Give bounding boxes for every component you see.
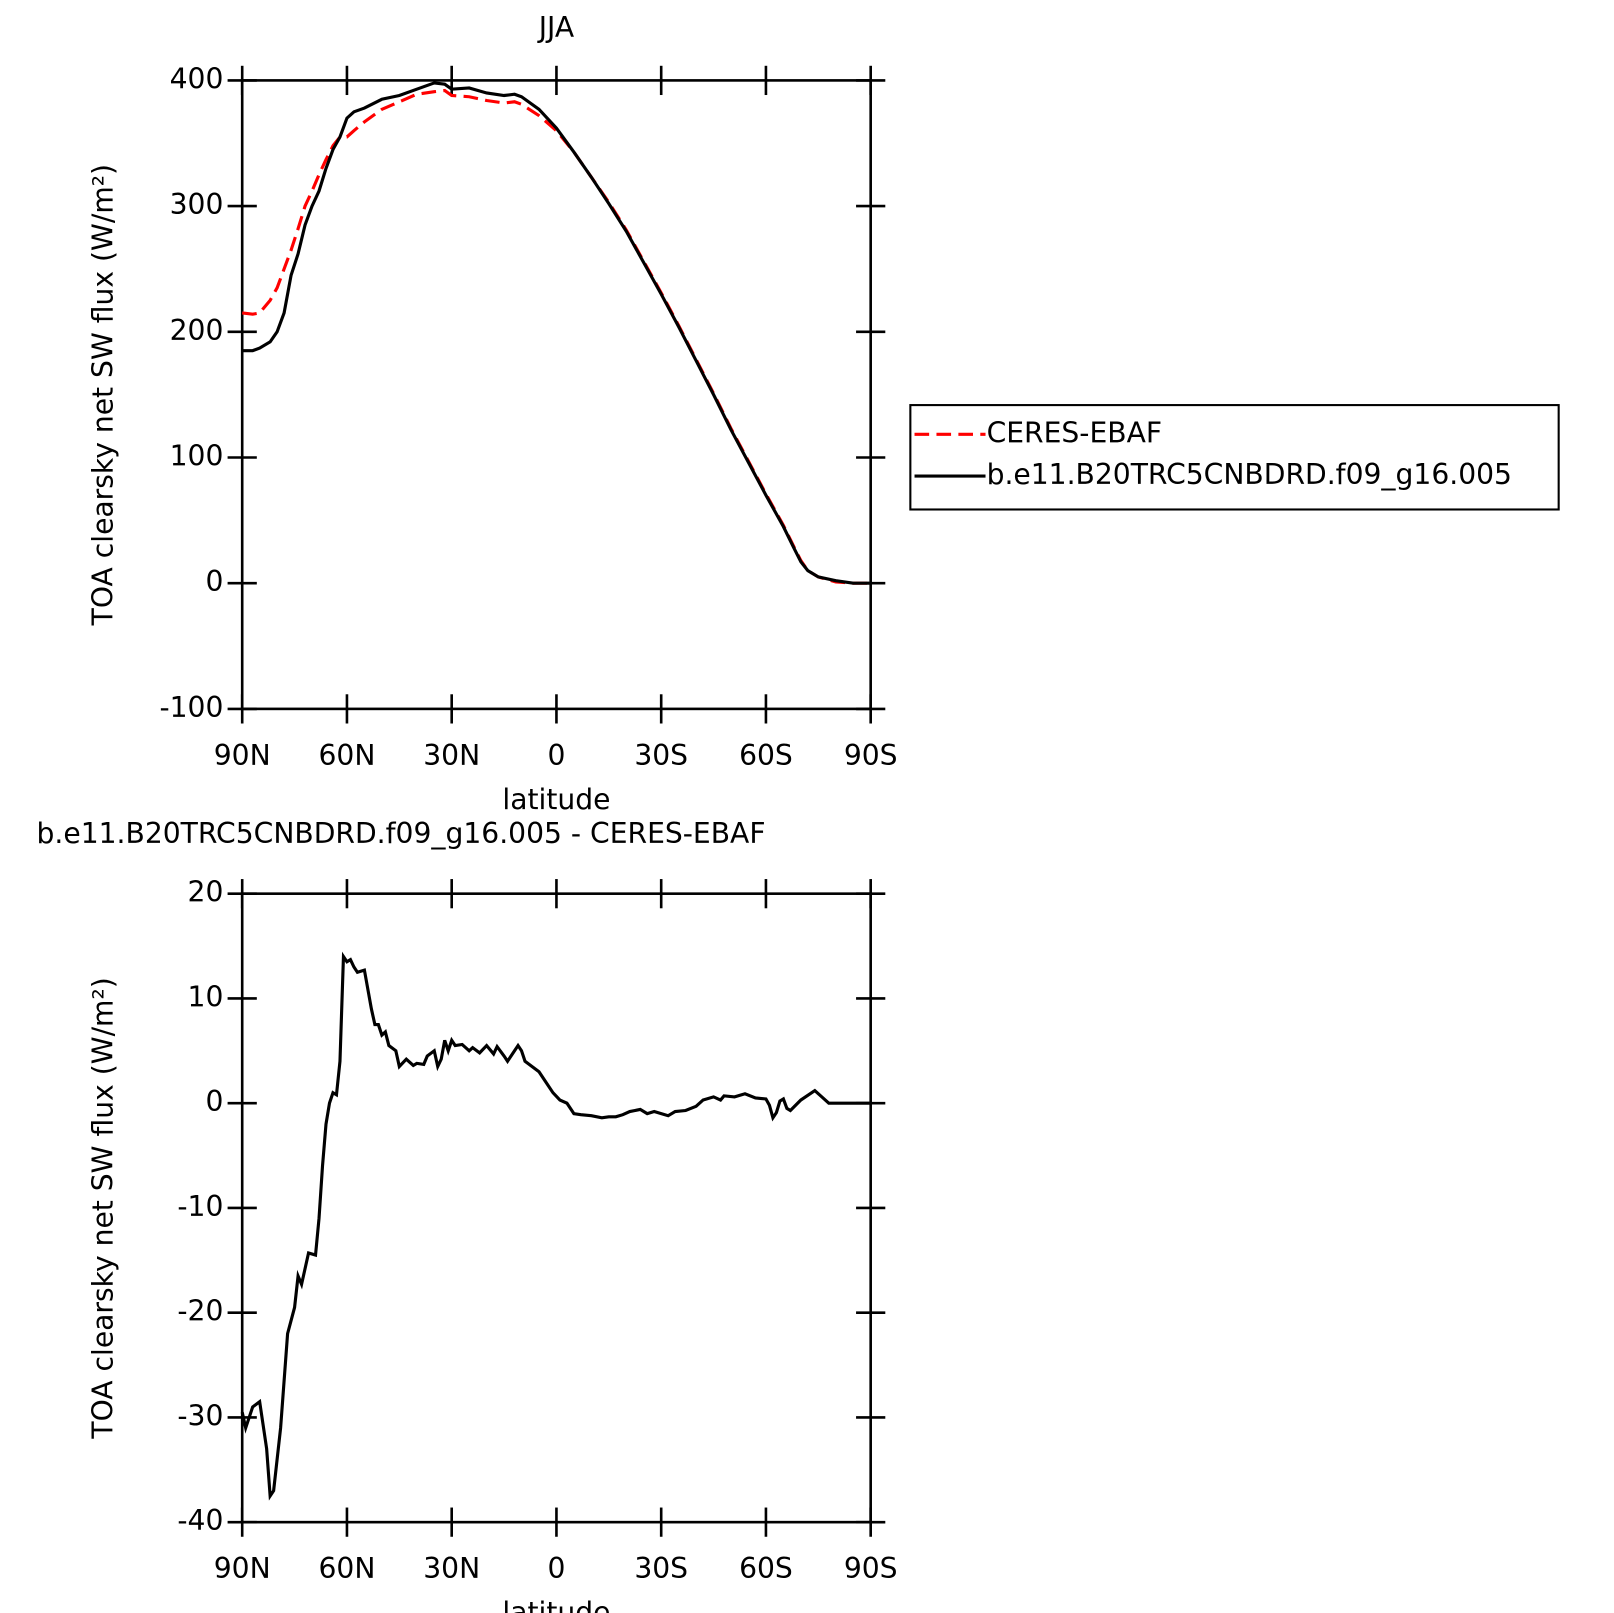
x-tick-label: 30S	[634, 739, 688, 772]
x-tick-label: 30N	[423, 739, 480, 772]
x-tick-label: 60S	[739, 1552, 793, 1585]
legend-label: CERES-EBAF	[987, 416, 1163, 449]
x-tick-label: 90S	[844, 1552, 898, 1585]
legend-box	[909, 404, 1560, 511]
y-tick-label: 200	[170, 314, 224, 347]
y-tick-label: -100	[159, 691, 223, 724]
y-tick-label: 0	[205, 1085, 223, 1118]
x-tick-label: 60N	[318, 739, 375, 772]
y-tick-label: -10	[177, 1190, 223, 1223]
y-tick-label: -30	[177, 1399, 223, 1432]
x-tick-label: 60S	[739, 739, 793, 772]
x-tick-label: 30N	[423, 1552, 480, 1585]
y-tick-label: -40	[177, 1504, 223, 1537]
y-tick-label: -20	[177, 1295, 223, 1328]
data-line	[242, 81, 871, 585]
x-tick-label: 90S	[844, 739, 898, 772]
plot-frame	[240, 892, 872, 1524]
y-axis-label: TOA clearsky net SW flux (W/m²)	[86, 977, 119, 1439]
x-tick-label: 90N	[214, 739, 271, 772]
plot-frame	[240, 79, 872, 711]
y-tick-label: 400	[170, 62, 224, 95]
data-line	[242, 88, 871, 585]
y-tick-label: 300	[170, 188, 224, 221]
y-tick-label: 100	[170, 439, 224, 472]
x-axis-label: latitude	[502, 783, 610, 816]
y-tick-label: 10	[188, 980, 224, 1013]
y-axis-label: TOA clearsky net SW flux (W/m²)	[86, 164, 119, 626]
y-tick-label: 0	[205, 565, 223, 598]
x-tick-label: 0	[547, 1552, 565, 1585]
x-tick-label: 60N	[318, 1552, 375, 1585]
legend: CERES-EBAF b.e11.B20TRC5CNBDRD.f09_g16.00…	[909, 404, 1560, 511]
x-tick-label: 90N	[214, 1552, 271, 1585]
x-tick-label: 0	[547, 739, 565, 772]
legend-label: b.e11.B20TRC5CNBDRD.f09_g16.005	[987, 458, 1512, 491]
x-axis-label: latitude	[502, 1596, 610, 1613]
data-line	[240, 951, 871, 1501]
y-tick-label: 20	[188, 876, 224, 909]
x-tick-label: 30S	[634, 1552, 688, 1585]
chart-title: JJA	[537, 11, 575, 44]
chart-title: b.e11.B20TRC5CNBDRD.f09_g16.005 - CERES-…	[37, 817, 766, 850]
